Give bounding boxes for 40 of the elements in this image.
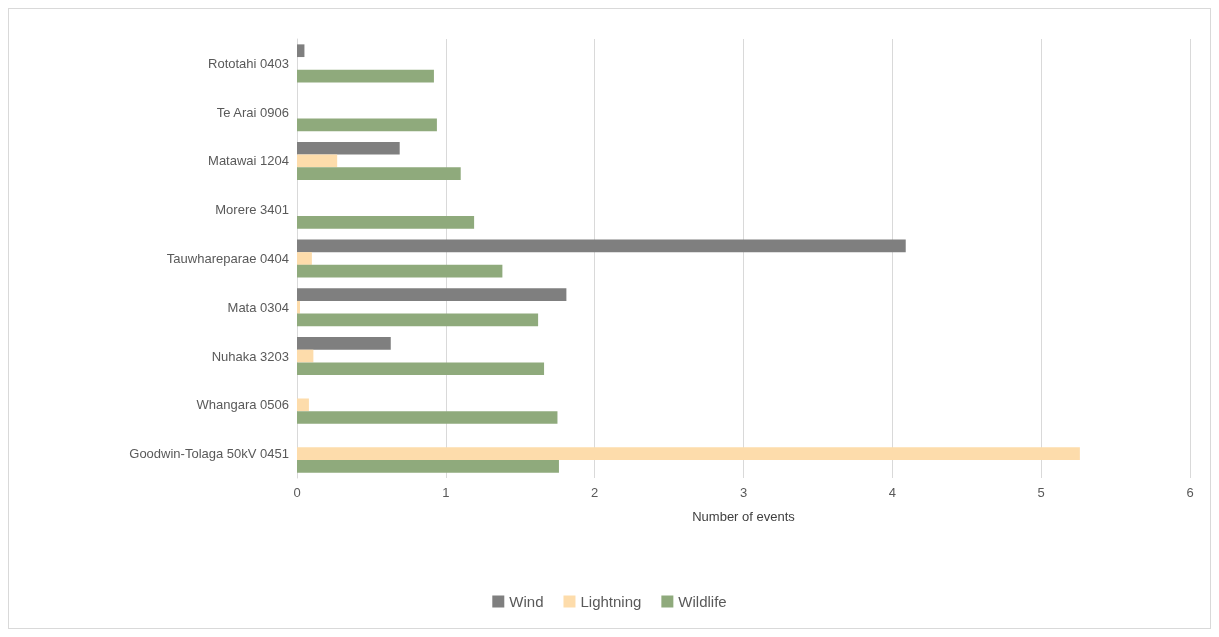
bar [297, 398, 309, 412]
y-tick-label: Morere 3401 [215, 202, 289, 218]
y-tick-label: Mata 0304 [227, 299, 289, 315]
bar [297, 44, 305, 58]
bar [297, 288, 567, 301]
x-tick-label: 0 [293, 485, 301, 500]
legend-label: Lightning [580, 593, 642, 610]
bar [297, 141, 400, 155]
bar [297, 313, 539, 327]
x-tick-label: 2 [591, 485, 599, 500]
legend-label: Wind [509, 593, 544, 610]
x-tick-label: 3 [739, 485, 748, 500]
y-tick-label: Rototahi 0403 [208, 55, 289, 71]
x-tick-label: 4 [888, 485, 896, 500]
legend-label: Wildlife [678, 593, 727, 610]
x-axis-title: Number of events [692, 509, 796, 524]
bar [297, 349, 314, 363]
bar [297, 118, 437, 132]
bar [297, 239, 906, 253]
bar [297, 69, 434, 83]
bar [297, 252, 312, 265]
bar [297, 362, 545, 376]
bar [297, 459, 559, 473]
bar [297, 264, 503, 278]
y-tick-label: Te Arai 0906 [216, 104, 289, 120]
y-tick-label: Tauwhareparae 0404 [166, 251, 289, 266]
x-tick-label: 1 [442, 485, 450, 500]
bar [297, 216, 475, 229]
y-tick-label: Nuhaka 3203 [211, 348, 289, 364]
bar [297, 337, 391, 350]
bar [297, 447, 1080, 460]
y-tick-label: Whangara 0506 [196, 397, 289, 413]
bar [297, 411, 558, 424]
bar [297, 300, 300, 314]
bar [297, 154, 338, 168]
x-tick-label: 5 [1037, 485, 1045, 500]
bar [297, 167, 461, 180]
y-tick-label: Goodwin-Tolaga 50kV 0451 [129, 446, 289, 462]
y-tick-label: Matawai 1204 [208, 153, 289, 169]
x-tick-label: 6 [1186, 485, 1194, 500]
